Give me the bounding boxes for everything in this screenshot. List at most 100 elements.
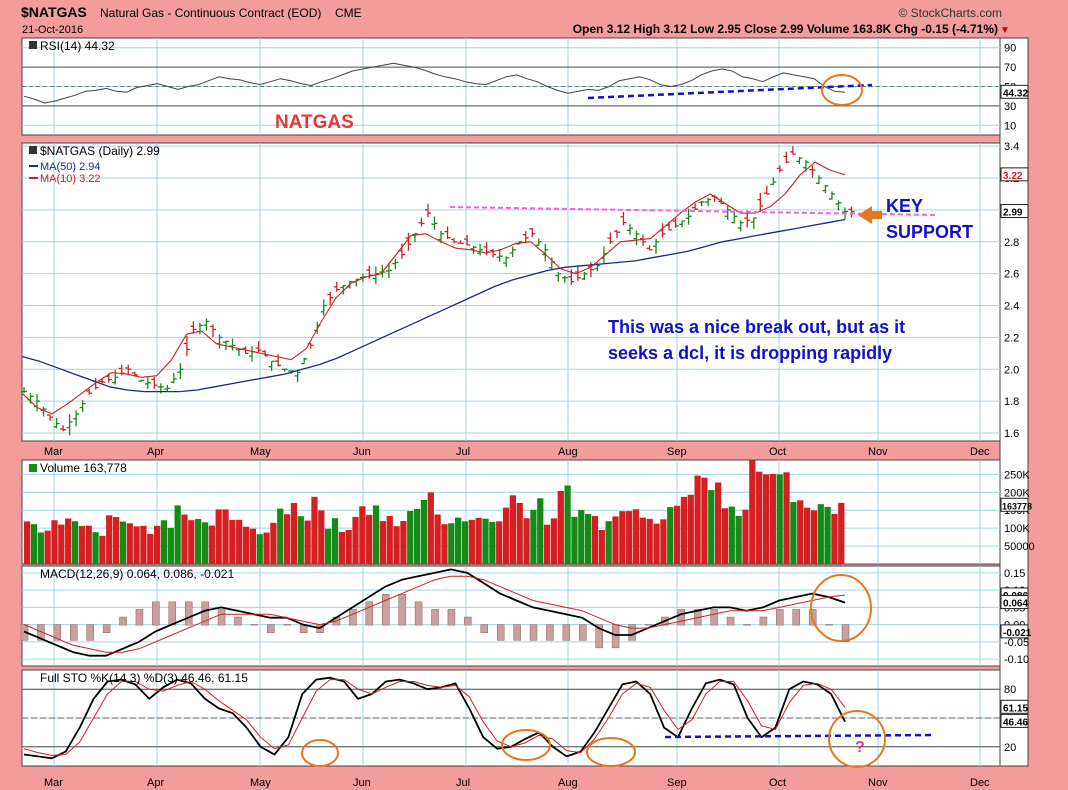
header-stats: Open 3.12 High 3.12 Low 2.95 Close 2.99 … xyxy=(573,22,998,36)
volume-bar xyxy=(263,532,270,564)
volume-bar xyxy=(441,524,448,564)
sto-d-last-text: 61.15 xyxy=(1003,703,1028,714)
volume-bar xyxy=(30,524,38,564)
macd-histogram-bar xyxy=(841,624,850,643)
month-label: Oct xyxy=(769,777,786,789)
sto-circle-annotation xyxy=(501,729,551,761)
volume-bar xyxy=(215,509,222,564)
volume-bar xyxy=(379,521,387,564)
natgas-annotation: NATGAS xyxy=(275,112,354,133)
macd-histogram-bar xyxy=(250,624,259,626)
macd-histogram-bar xyxy=(398,594,406,626)
volume-bar xyxy=(229,520,236,564)
volume-bar xyxy=(188,520,195,564)
macd-histogram-bar xyxy=(119,616,127,626)
volume-bar xyxy=(790,502,797,564)
price-tick-label: 2.2 xyxy=(1004,332,1019,344)
volume-bar xyxy=(502,507,510,564)
macd-circle-annotation xyxy=(810,574,872,642)
volume-bar xyxy=(304,520,311,564)
macd-histogram-bar xyxy=(447,609,456,626)
macd-histogram-bar xyxy=(595,624,603,649)
macd-histogram-bar xyxy=(513,624,521,641)
month-label: May xyxy=(250,777,271,789)
volume-bar xyxy=(427,492,434,564)
volume-bar xyxy=(106,515,113,564)
macd-histogram-bar xyxy=(381,594,390,626)
rsi-trendline xyxy=(587,83,873,100)
macd-histogram-bar xyxy=(217,609,226,626)
sto-circle-annotation xyxy=(828,710,886,768)
volume-bar xyxy=(407,511,414,564)
ma10-legend: MA(10) 3.22 xyxy=(40,173,101,185)
volume-bar xyxy=(290,502,298,564)
sto-circle-annotation xyxy=(301,739,339,767)
volume-bar xyxy=(667,507,674,564)
macd-last-box xyxy=(1000,595,1029,610)
volume-bar xyxy=(325,528,332,564)
volume-bar xyxy=(619,511,626,564)
macd-histogram-bar xyxy=(70,624,78,641)
macd-histogram-bar xyxy=(546,624,554,641)
volume-bar xyxy=(557,491,564,564)
volume-bar xyxy=(735,515,742,564)
volume-bar xyxy=(797,500,804,564)
price-last-value-box xyxy=(1000,204,1029,219)
month-label: Apr xyxy=(147,446,164,458)
volume-tick-label: 100K xyxy=(1004,523,1030,535)
macd-histogram-bar xyxy=(184,601,193,626)
rsi-label: RSI(14) 44.32 xyxy=(40,39,115,53)
sto-k-last-box xyxy=(1000,713,1029,728)
volume-bar xyxy=(509,495,516,564)
volume-bar xyxy=(461,521,469,564)
volume-bar xyxy=(311,496,318,564)
note-line2: seeks a dcl, it is dropping rapidly xyxy=(608,343,892,363)
month-label: Oct xyxy=(769,446,786,458)
price-tick-label: 1.6 xyxy=(1004,428,1019,440)
ma50-legend: MA(50) 2.94 xyxy=(40,161,101,173)
volume-bar xyxy=(564,485,571,564)
volume-bar xyxy=(92,532,99,564)
volume-bar xyxy=(147,533,154,564)
volume-bar xyxy=(578,510,585,564)
volume-bar xyxy=(626,511,633,564)
sto-d-line xyxy=(23,679,846,756)
macd-histogram-bar xyxy=(267,624,275,633)
volume-bar xyxy=(585,513,592,564)
volume-bar xyxy=(167,527,174,564)
volume-bar xyxy=(352,516,359,564)
month-label: Nov xyxy=(868,446,888,458)
price-label: $NATGAS (Daily) 2.99 xyxy=(40,144,160,158)
volume-bar xyxy=(660,519,667,564)
month-label: Mar xyxy=(44,777,63,789)
volume-bar xyxy=(393,526,400,564)
volume-bar xyxy=(468,519,475,564)
volume-bar xyxy=(537,498,544,564)
price-tick-label: 2.6 xyxy=(1004,269,1019,281)
question-mark: ? xyxy=(855,739,865,756)
month-label: Nov xyxy=(868,777,888,789)
rsi-last-value-text: 44.32 xyxy=(1003,88,1028,99)
volume-bar xyxy=(803,507,811,564)
macd-histogram-bar xyxy=(414,601,423,626)
macd-histogram-bar xyxy=(496,624,505,641)
macd-histogram-bar xyxy=(365,601,374,626)
volume-bar xyxy=(708,490,715,564)
volume-bar xyxy=(201,522,209,564)
macd-signal-line xyxy=(23,575,846,653)
macd-histogram-bar xyxy=(759,616,768,626)
macd-histogram-bar xyxy=(743,624,751,626)
macd-line xyxy=(23,568,846,657)
month-label: Sep xyxy=(667,777,687,789)
macd-histogram-bar xyxy=(710,609,718,626)
sto-tick-label: 80 xyxy=(1004,684,1016,696)
macd-histogram-bar xyxy=(579,624,587,641)
volume-bar xyxy=(701,477,708,564)
volume-bar xyxy=(721,508,729,564)
volume-bar xyxy=(824,506,831,564)
macd-last-text: 0.064 xyxy=(1003,599,1028,610)
volume-bar xyxy=(277,508,284,564)
rsi-tick-label: 10 xyxy=(1004,120,1016,132)
volume-bar xyxy=(283,514,291,564)
rsi-tick-label: 30 xyxy=(1004,101,1016,113)
